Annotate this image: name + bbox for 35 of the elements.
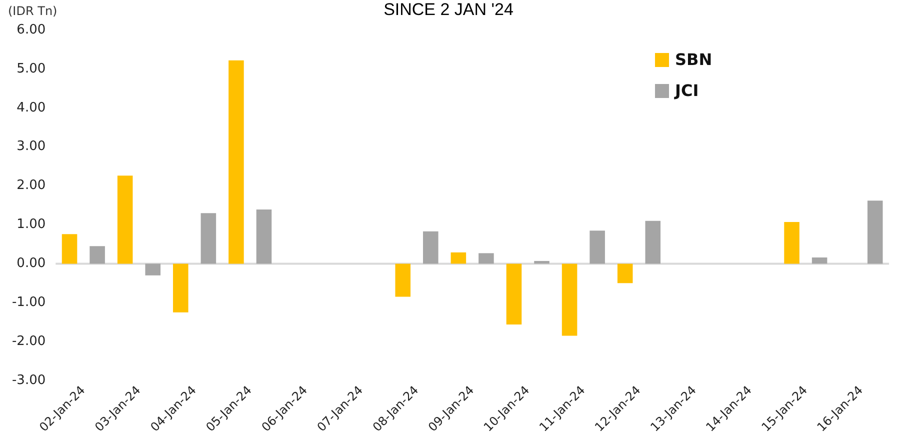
y-tick-label: 3.00 [16,139,46,154]
y-tick-label: -2.00 [12,334,46,349]
bar [256,210,272,264]
y-tick-label: 5.00 [16,61,46,76]
bar [590,230,605,264]
bar [173,264,188,312]
bar [812,257,828,264]
bar [478,253,494,264]
bar [200,213,216,264]
y-tick-label: 6.00 [16,22,46,38]
bar [62,234,78,264]
y-tick-label: 1.00 [16,217,46,232]
bar [534,260,550,264]
bar [228,60,244,264]
bar [617,264,633,284]
bar [784,222,800,264]
bar [117,176,133,264]
bar [867,200,883,264]
legend-label: SBN [675,50,712,69]
y-axis-title: (IDR Tn) [8,4,58,18]
y-tick-label: 2.00 [16,178,46,194]
chart-title: SINCE 2 JAN '24 [384,0,514,19]
bar [450,252,466,264]
bar [562,264,578,336]
legend-label: JCI [675,81,699,100]
bar [423,231,438,264]
bar [395,264,411,297]
bar [645,220,661,264]
y-tick-label: 4.00 [16,100,46,116]
bar [90,246,105,264]
bar [506,264,522,324]
y-tick-label: 0.00 [16,256,46,272]
bar [145,264,160,276]
y-tick-label: -1.00 [12,295,46,310]
y-tick-label: -3.00 [12,372,46,388]
